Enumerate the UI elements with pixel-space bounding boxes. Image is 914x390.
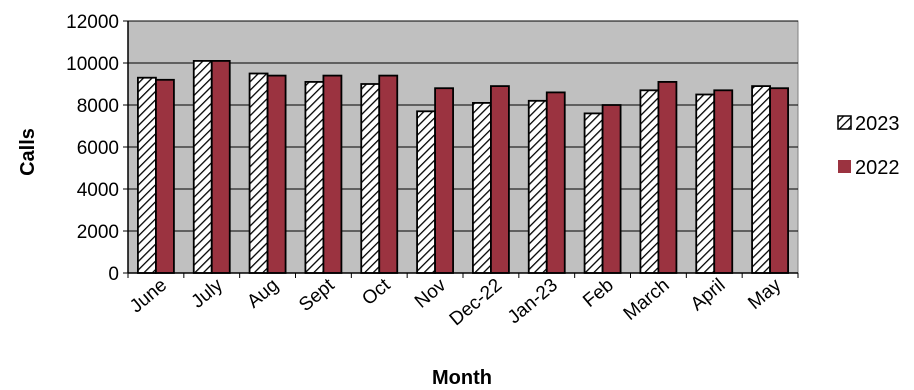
y-tick-label: 10000: [66, 54, 119, 75]
bar-2022-Jan-23: [545, 91, 566, 274]
x-tick-label: May: [744, 274, 785, 313]
y-tick-label: 4000: [77, 180, 119, 201]
bar-2023-April: [695, 93, 716, 274]
bar-2023-May: [751, 85, 771, 274]
bar-2022-Nov: [434, 87, 454, 274]
x-tick-label: Nov: [411, 274, 451, 312]
bar-2023-July: [192, 60, 213, 274]
x-tick-label: Feb: [579, 275, 618, 312]
bar-2023-Sept: [304, 81, 325, 274]
bar-2023-Oct: [360, 83, 381, 274]
x-tick-label: April: [687, 275, 730, 316]
bar-2023-June: [137, 76, 157, 274]
legend-label-2022: 2022: [855, 157, 900, 179]
bar-2023-Aug: [248, 72, 269, 274]
x-tick-label: Sept: [295, 274, 339, 316]
bar-2022-Aug: [266, 74, 287, 274]
y-tick-label: 0: [108, 264, 119, 285]
x-tick-label: July: [188, 274, 228, 312]
bar-2022-June: [155, 78, 175, 274]
y-tick-label: 8000: [77, 96, 119, 117]
bar-2023-Dec-22: [472, 102, 492, 274]
x-tick-label: June: [126, 275, 171, 318]
bar-2023-Nov: [416, 110, 436, 274]
legend-label-2023: 2023: [855, 113, 900, 135]
bar-2022-March: [657, 81, 678, 274]
y-tick-label: 12000: [66, 12, 119, 33]
x-tick-label: Aug: [243, 275, 282, 313]
bars-group: [137, 60, 789, 274]
y-tick-label: 6000: [77, 138, 119, 159]
gridlines: [128, 20, 798, 232]
x-axis-title: Month: [432, 367, 492, 389]
bar-2023-March: [639, 89, 660, 274]
bar-2022-Feb: [601, 104, 622, 274]
bar-2022-Dec-22: [490, 85, 510, 274]
bar-2022-April: [713, 89, 734, 274]
x-tick-label: March: [620, 275, 674, 325]
y-tick-labels: 0 2000 4000 6000 8000 10000 12000: [66, 12, 128, 285]
y-tick-label: 2000: [77, 222, 119, 243]
legend-swatch-2022: [838, 160, 851, 173]
bar-2022-July: [210, 60, 231, 274]
x-tick-label: Jan-23: [504, 275, 562, 328]
legend-swatch-2023: [837, 115, 852, 130]
y-axis-title: Calls: [17, 128, 39, 176]
bar-2022-Sept: [322, 74, 343, 274]
bar-2023-Feb: [583, 112, 604, 274]
x-tick-label: Dec-22: [446, 275, 506, 330]
legend: 2023 2022: [837, 113, 900, 179]
x-tick-label: Oct: [358, 274, 395, 310]
bar-2022-May: [769, 87, 789, 274]
bar-2022-Oct: [378, 74, 399, 274]
bar-2023-Jan-23: [527, 99, 548, 274]
